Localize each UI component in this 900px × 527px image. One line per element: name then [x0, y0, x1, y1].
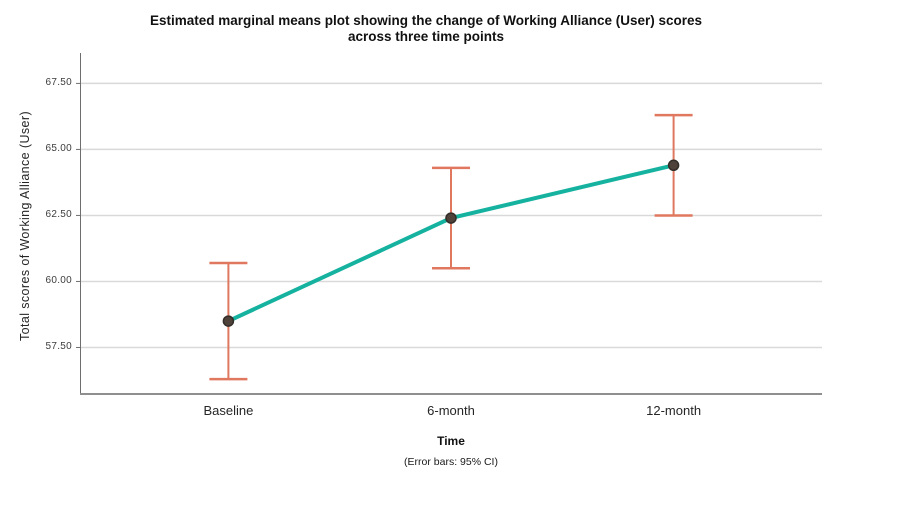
mean-marker	[222, 315, 235, 327]
chart-title-line-1: Estimated marginal means plot showing th…	[149, 13, 703, 28]
x-tick-label: 12-month	[646, 403, 702, 418]
x-tick-label: 6-month	[427, 403, 475, 418]
y-tick-label: 67.50	[45, 77, 72, 89]
chart-title-line-2: across three time points	[347, 29, 505, 44]
plot-area	[76, 53, 822, 395]
x-tick-label: Baseline	[203, 403, 254, 418]
y-tick-label: 65.00	[45, 143, 72, 155]
y-tick-label: 57.50	[45, 341, 72, 353]
x-axis-title: Time	[437, 434, 465, 448]
y-tick-label: 62.50	[45, 209, 72, 221]
mean-marker	[445, 212, 457, 224]
plot-canvas	[76, 53, 822, 395]
error-bar-footnote: (Error bars: 95% CI)	[404, 456, 498, 468]
chart-title: Estimated marginal means plot showing th…	[0, 13, 852, 45]
y-tick-label: 60.00	[45, 275, 72, 287]
mean-marker	[667, 159, 680, 172]
